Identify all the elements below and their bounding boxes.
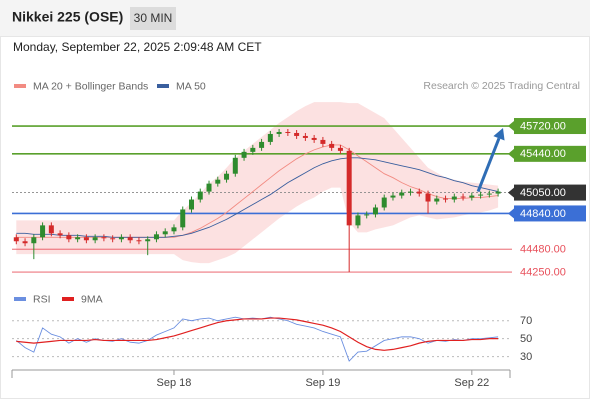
interval-tab[interactable] — [130, 7, 176, 30]
candle-body — [189, 199, 194, 210]
credit: Research © 2025 Trading Central — [423, 80, 580, 92]
candle-body — [215, 179, 221, 184]
forecast-arrow — [476, 137, 501, 193]
candle-body — [320, 139, 326, 144]
candle-body — [486, 193, 492, 195]
legend-label: MA 20 + Bollinger Bands — [33, 80, 148, 92]
candle-body — [443, 198, 449, 200]
candle-body — [294, 132, 300, 136]
candle-body — [162, 231, 168, 235]
x-tick-label: Sep 18 — [157, 377, 192, 389]
candle-body — [364, 214, 370, 216]
candle-body — [57, 233, 63, 236]
candle-body — [92, 237, 98, 241]
level-label-pointer — [508, 187, 514, 198]
candle-body — [13, 237, 19, 242]
candle-body — [232, 157, 238, 174]
y-tick-label: 50 — [520, 333, 532, 345]
candle-body — [416, 191, 422, 194]
candle-body — [381, 197, 387, 208]
candle-body — [355, 215, 361, 226]
level-label-box — [514, 184, 586, 201]
level-label: 45440.00 — [520, 148, 566, 160]
candle-body — [40, 225, 46, 238]
candle-body — [469, 195, 475, 198]
interval-label[interactable]: 30 MIN — [134, 11, 173, 25]
bollinger-band — [16, 102, 499, 264]
legend-label: MA 50 — [176, 80, 206, 92]
candle-body — [31, 237, 37, 244]
candle-body — [408, 191, 413, 193]
candle-body — [171, 227, 177, 232]
candle-body — [224, 173, 230, 180]
level-label-pointer — [508, 208, 514, 219]
candle-body — [329, 143, 335, 148]
level-label-box — [514, 118, 586, 135]
y-tick-label: 70 — [520, 315, 532, 327]
candle-body — [241, 151, 247, 158]
indicator-line — [16, 317, 499, 351]
level-label: 45050.00 — [520, 187, 566, 199]
level-label-box — [514, 145, 586, 162]
candle-body — [145, 239, 151, 242]
header-bar — [0, 0, 590, 36]
x-tick-label: Sep 19 — [305, 377, 340, 389]
forecast-arrowhead — [493, 128, 505, 141]
candle-body — [460, 196, 466, 198]
level-label: 44840.00 — [520, 208, 566, 220]
candle-body — [250, 147, 256, 152]
candle-body — [206, 183, 212, 192]
candle-body — [434, 198, 440, 202]
candle-body — [101, 237, 107, 239]
y-tick-label: 30 — [520, 351, 532, 363]
level-label: 45720.00 — [520, 120, 566, 132]
legend-swatch — [14, 84, 26, 88]
candle-body — [390, 195, 396, 198]
candle-body — [267, 133, 273, 142]
legend-swatch — [157, 84, 169, 88]
candle-body — [153, 234, 159, 240]
candle-body — [259, 141, 265, 148]
candle-body — [66, 235, 72, 240]
candle-body — [372, 207, 378, 215]
legend-swatch — [14, 297, 26, 301]
level-label-pointer — [508, 121, 514, 132]
candle-body — [75, 237, 81, 240]
candle-body — [495, 191, 501, 194]
legend-swatch — [62, 297, 74, 301]
candle-body — [197, 191, 203, 200]
candle-body — [118, 237, 124, 240]
candle-body — [311, 137, 317, 140]
level-label-box — [514, 205, 586, 222]
candle-body — [127, 237, 133, 241]
candle-body — [346, 150, 352, 226]
level-label: 44480.00 — [520, 244, 566, 256]
candle-body — [425, 193, 431, 202]
candle-body — [110, 238, 116, 240]
candle-body — [180, 209, 186, 228]
candle-body — [399, 192, 405, 196]
legend-label: RSI — [33, 293, 51, 305]
level-label-pointer — [508, 148, 514, 159]
candle-body — [302, 135, 308, 138]
level-label: 44250.00 — [520, 266, 566, 278]
candle-body — [48, 225, 54, 234]
instrument-title: Nikkei 225 (OSE) — [12, 9, 123, 25]
candle-body — [478, 194, 484, 196]
x-tick-label: Sep 22 — [454, 377, 489, 389]
candle-body — [276, 131, 282, 134]
moving-average — [16, 157, 499, 238]
timestamp: Monday, September 22, 2025 2:09:48 AM CE… — [13, 40, 262, 54]
candle-body — [451, 196, 457, 200]
candle-body — [136, 240, 142, 242]
candle-body — [337, 147, 343, 151]
candle-body — [22, 241, 28, 244]
candle-body — [285, 131, 291, 133]
candle-body — [83, 237, 89, 241]
legend-label: 9MA — [81, 293, 103, 305]
